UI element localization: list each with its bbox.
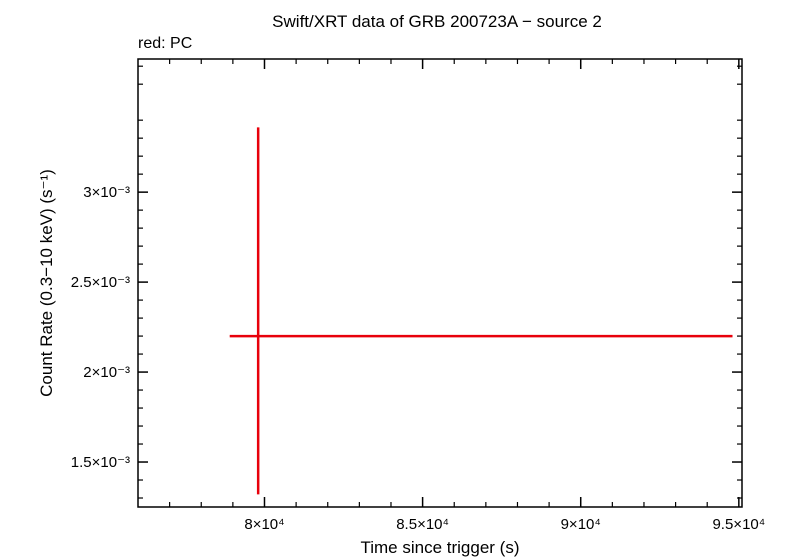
chart-title: Swift/XRT data of GRB 200723A − source 2 [272, 12, 602, 31]
chart-subtitle: red: PC [138, 35, 192, 52]
y-tick-label: 1.5×10⁻³ [71, 454, 130, 471]
y-tick-label: 2.5×10⁻³ [71, 274, 130, 291]
y-tick-label: 2×10⁻³ [83, 364, 130, 381]
plot-frame [137, 58, 743, 508]
x-tick-labels: 8×10⁴ 8.5×10⁴ 9×10⁴ 9.5×10⁴ [244, 516, 765, 533]
y-tick-label: 3×10⁻³ [83, 184, 130, 201]
data-series [229, 127, 733, 495]
x-tick-label: 9.5×10⁴ [712, 516, 765, 533]
x-tick-label: 9×10⁴ [561, 516, 601, 533]
y-tick-labels: 1.5×10⁻³ 2×10⁻³ 2.5×10⁻³ 3×10⁻³ [71, 184, 130, 471]
x-tick-label: 8.5×10⁴ [396, 516, 449, 533]
x-tick-label: 8×10⁴ [244, 516, 284, 533]
axis-ticks [138, 59, 742, 507]
x-axis-label: Time since trigger (s) [360, 538, 519, 557]
y-axis-label: Count Rate (0.3−10 keV) (s⁻¹) [37, 169, 56, 397]
